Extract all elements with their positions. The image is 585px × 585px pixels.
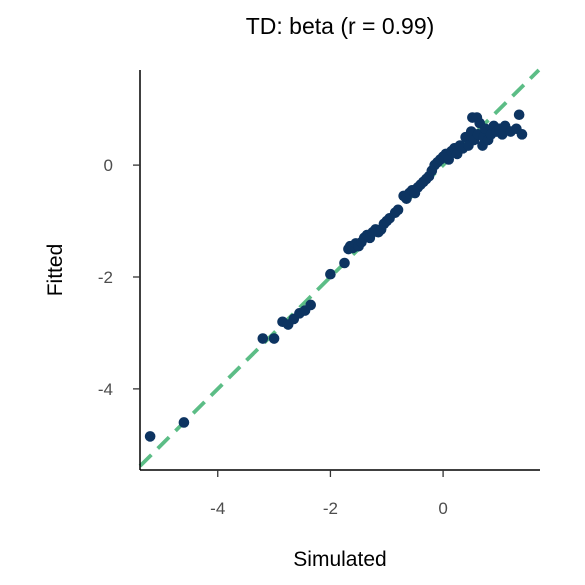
- plot-area: [138, 68, 541, 468]
- y-tick-label: -4: [98, 380, 113, 399]
- data-point: [305, 299, 317, 311]
- x-axis-ticks: -4 -2 0: [210, 470, 448, 518]
- x-tick-label: -4: [210, 499, 225, 518]
- y-axis-title: Fitted: [44, 244, 67, 297]
- chart-title: TD: beta (r = 0.99): [246, 13, 435, 39]
- x-tick-label: 0: [438, 499, 447, 518]
- x-axis-title: Simulated: [293, 548, 386, 571]
- data-point: [516, 129, 528, 140]
- data-point: [257, 333, 269, 344]
- data-point: [443, 154, 455, 165]
- data-point: [178, 417, 190, 428]
- data-point: [144, 431, 156, 442]
- x-tick-label: -2: [323, 499, 338, 518]
- y-tick-label: -2: [98, 268, 113, 287]
- data-point: [268, 333, 280, 344]
- data-point: [325, 268, 336, 280]
- data-point: [339, 257, 350, 269]
- y-tick-label: 0: [104, 156, 113, 175]
- data-point: [392, 204, 404, 216]
- y-axis-ticks: -4 -2 0: [98, 156, 140, 399]
- data-point: [496, 129, 508, 140]
- data-point: [513, 109, 525, 121]
- identity-reference-line: [138, 68, 541, 468]
